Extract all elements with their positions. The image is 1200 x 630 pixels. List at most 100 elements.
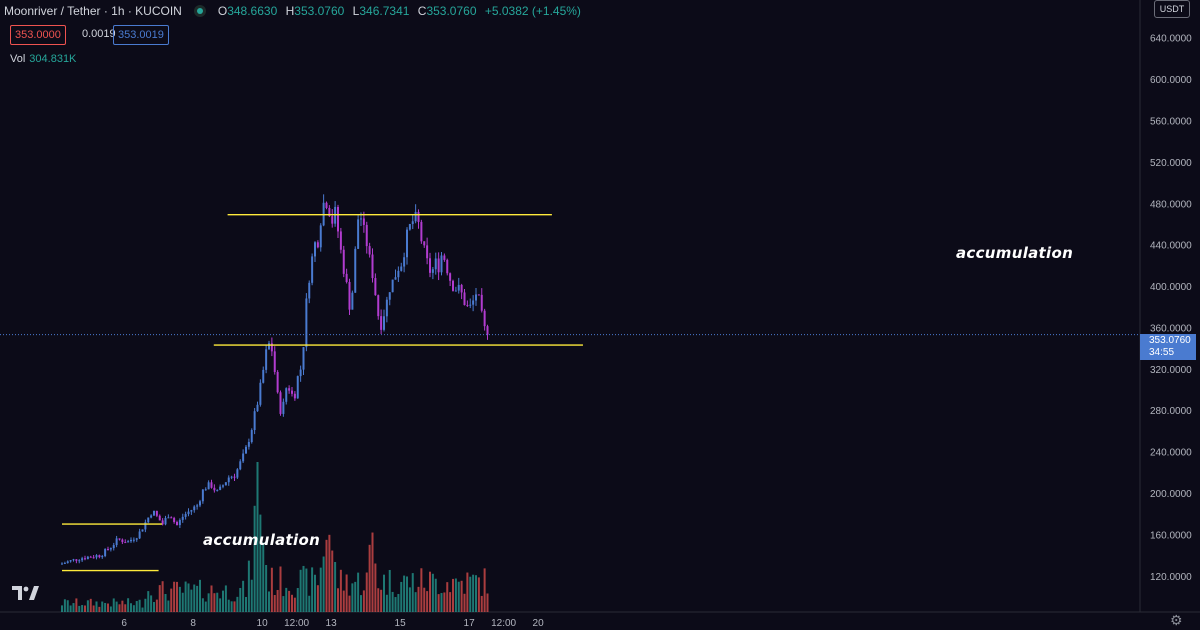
candle-body: [213, 487, 216, 491]
volume-bar: [222, 590, 224, 612]
volume-bar: [72, 603, 75, 612]
candle-body: [308, 282, 311, 299]
volume-bar: [368, 544, 371, 612]
candle-body: [161, 520, 164, 525]
candle-body: [411, 221, 414, 225]
candle-body: [250, 430, 253, 443]
candle-body: [201, 489, 204, 502]
candle-body: [360, 218, 362, 220]
volume-bar: [98, 606, 101, 612]
volume-bar: [460, 580, 463, 612]
open-value: 348.6630: [227, 4, 278, 18]
volume-bar: [403, 575, 406, 612]
candle-body: [302, 347, 305, 370]
volume-bar: [406, 576, 408, 612]
volume-bar: [434, 578, 437, 612]
volume-bar: [216, 592, 219, 612]
candle-body: [176, 522, 178, 526]
candle-body: [78, 560, 81, 562]
candle-body: [351, 292, 354, 310]
symbol-title[interactable]: Moonriver / Tether · 1h · KUCOIN: [4, 4, 182, 18]
candle-body: [469, 304, 472, 306]
currency-unit-badge[interactable]: USDT: [1154, 0, 1190, 18]
volume-bar: [153, 602, 155, 612]
candle-body: [434, 258, 437, 270]
price-tick-label: 160.0000: [1150, 530, 1192, 541]
candle-body: [431, 269, 434, 273]
price-tick-label: 280.0000: [1150, 406, 1192, 417]
candle-body: [178, 519, 181, 526]
volume-bar: [118, 604, 121, 612]
candle-body: [296, 376, 299, 399]
tradingview-logo-icon[interactable]: [12, 584, 40, 602]
volume-bar: [331, 550, 334, 612]
candle-body: [230, 476, 233, 478]
volume-bar: [319, 567, 322, 612]
candle-body: [222, 485, 224, 487]
candle-body: [236, 469, 239, 478]
buy-price-button[interactable]: 353.0019: [113, 25, 169, 45]
volume-bar: [377, 588, 380, 612]
volume-bar: [345, 574, 348, 612]
candle-body: [345, 273, 348, 282]
volume-bar: [173, 581, 176, 612]
candle-body: [173, 518, 176, 523]
candle-body: [328, 207, 331, 217]
candle-body: [184, 514, 187, 517]
candle-body: [167, 517, 170, 519]
volume-bar: [69, 605, 72, 612]
candle-body: [374, 278, 377, 296]
candle-body: [348, 281, 351, 310]
volume-bar: [394, 597, 397, 612]
candle-body: [72, 559, 75, 561]
volume-bar: [293, 597, 296, 612]
volume-bar: [463, 593, 466, 612]
volume-bar: [383, 574, 385, 612]
volume-bar: [316, 585, 319, 612]
time-tick-label: 12:00: [284, 618, 309, 629]
time-tick-label: 13: [326, 618, 338, 629]
candle-body: [84, 558, 86, 560]
volume-bar: [291, 594, 293, 612]
volume-bar: [472, 574, 475, 612]
candle-body: [107, 549, 109, 551]
candle-body: [170, 517, 173, 519]
candle-body: [460, 284, 463, 293]
candle-body: [429, 258, 431, 273]
time-tick-label: 20: [533, 618, 545, 629]
candle-body: [181, 516, 184, 520]
candle-body: [242, 453, 245, 462]
candle-body: [204, 489, 207, 491]
volume-bar: [452, 578, 454, 612]
volume-bar: [385, 594, 388, 612]
volume-bar: [328, 534, 331, 612]
volume-bar: [360, 595, 362, 612]
candle-body: [259, 382, 262, 405]
candle-body: [155, 510, 158, 516]
volume-bar: [483, 568, 486, 612]
volume-bar: [101, 601, 104, 612]
volume-bar: [247, 560, 250, 612]
volume-bar: [81, 605, 84, 612]
volume-bar: [184, 581, 187, 612]
candle-body: [164, 517, 167, 525]
candle-body: [354, 248, 357, 293]
high-value: 353.0760: [294, 4, 345, 18]
candle-body: [199, 501, 201, 506]
candle-body: [66, 561, 69, 563]
candle-body: [227, 477, 230, 483]
volume-bar: [147, 591, 150, 612]
candle-body: [371, 254, 374, 279]
volume-bar: [219, 598, 222, 612]
volume-bar: [420, 568, 423, 612]
close-label: C: [417, 4, 427, 18]
volume-bar: [138, 599, 141, 612]
volume-bar: [431, 573, 434, 612]
volume-bar: [351, 583, 354, 612]
candle-body: [273, 351, 276, 372]
sell-price-button[interactable]: 353.0000: [10, 25, 66, 45]
settings-gear-icon[interactable]: ⚙: [1170, 612, 1183, 628]
candle-body: [377, 295, 380, 317]
price-tick-label: 320.0000: [1150, 365, 1192, 376]
